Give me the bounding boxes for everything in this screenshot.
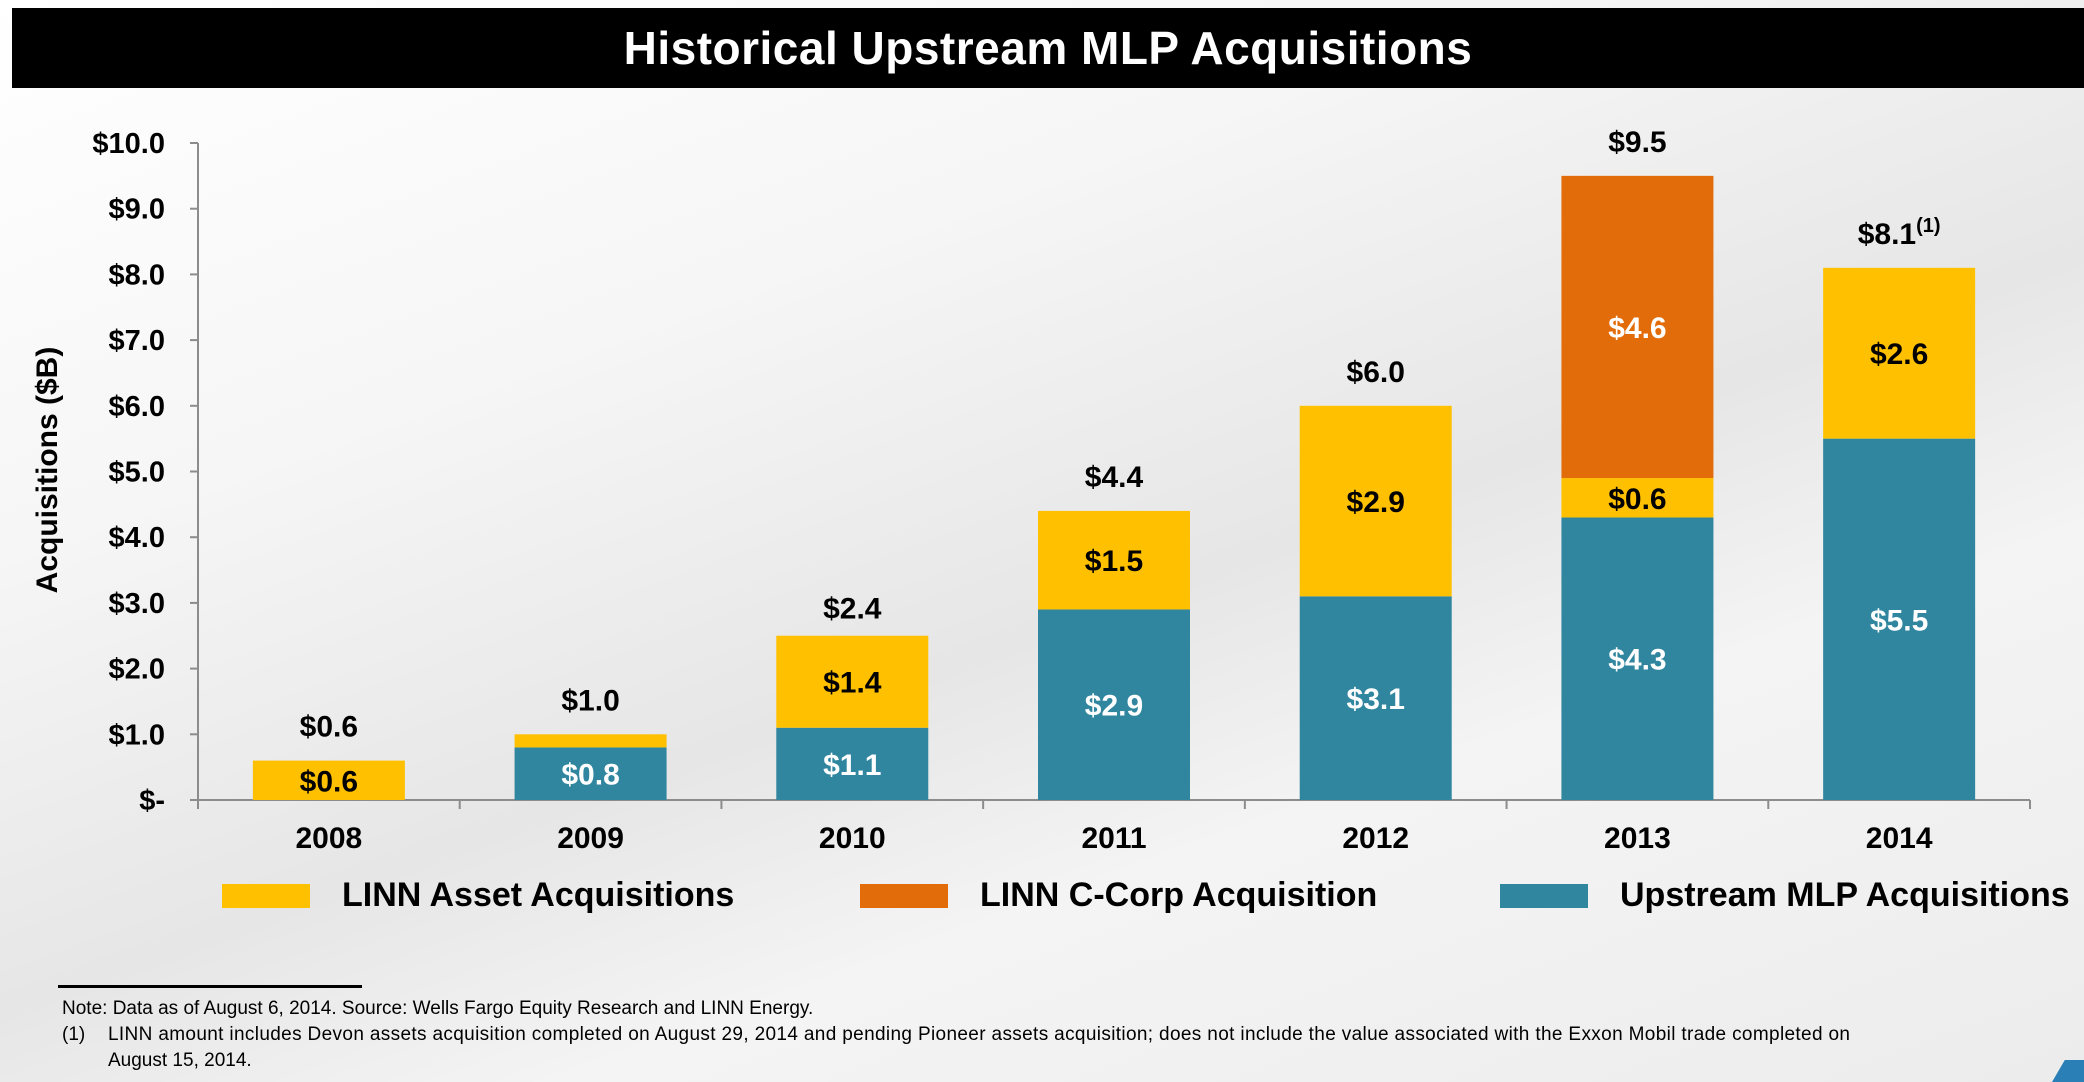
segment-label: $5.5 <box>1870 604 1928 637</box>
legend-swatch-linn-asset <box>222 883 310 908</box>
legend-label: LINN Asset Acquisitions <box>342 876 735 914</box>
total-label-2009: $1.0 <box>561 684 619 717</box>
y-tick-label: $2.0 <box>109 654 165 686</box>
x-tick-label: 2009 <box>557 822 624 855</box>
x-tick-label: 2011 <box>1081 822 1146 855</box>
segment-label: $2.6 <box>1870 338 1928 371</box>
total-value: $4.4 <box>1085 461 1144 494</box>
source-note: Note: Data as of August 6, 2014. Source:… <box>62 998 814 1019</box>
legend-swatch-linn-ccorp <box>860 883 948 908</box>
legend-item-linn-asset: LINN Asset Acquisitions <box>222 876 734 915</box>
total-value: $1.0 <box>561 684 619 717</box>
bars <box>252 175 1976 800</box>
y-tick-label: $1.0 <box>109 719 165 751</box>
bar-segment-upstream-mlp-acquisitions-2011 <box>1038 609 1190 800</box>
x-tick-label: 2012 <box>1342 822 1409 855</box>
total-label-2010: $2.4 <box>823 592 882 625</box>
total-label-2013: $9.5 <box>1608 126 1666 159</box>
total-label-2014: $8.1(1) <box>1858 215 1941 251</box>
x-tick-label: 2008 <box>295 822 362 855</box>
legend-item-upstream-mlp: Upstream MLP Acquisitions <box>1500 876 2070 915</box>
x-axis: 2008 2009 2010 2011 2012 2013 2014 <box>197 799 2031 855</box>
bar-segment-upstream-mlp-acquisitions-2013 <box>1561 517 1714 800</box>
footnote-text-cont: August 15, 2014. <box>108 1050 252 1071</box>
total-value: $6.0 <box>1347 356 1405 389</box>
legend-label: LINN C-Corp Acquisition <box>980 876 1378 914</box>
x-tick-label: 2013 <box>1604 822 1671 855</box>
y-tick-label: $8.0 <box>109 259 165 291</box>
bar-segment-upstream-mlp-acquisitions-2012 <box>1299 596 1452 800</box>
total-label-2008: $0.6 <box>300 711 358 744</box>
total-footnote-marker: (1) <box>1916 215 1940 237</box>
y-axis: $- $1.0 $2.0 $3.0 $4.0 $5.0 $6.0 $7.0 $8.0 $9.0 $1… <box>92 128 199 817</box>
bar-segment-linn-asset-acquisitions-2012 <box>1299 405 1452 597</box>
y-tick-label: $5.0 <box>109 457 165 489</box>
corner-accent-shape <box>2052 1060 2084 1082</box>
total-value: $8.1 <box>1858 218 1916 251</box>
bar-segment-upstream-mlp-acquisitions-2014 <box>1823 438 1976 800</box>
bar-segment-linn-c-corp-acquisition-2013 <box>1561 175 1714 479</box>
segment-label: $1.4 <box>823 667 882 700</box>
y-tick-label: $4.0 <box>109 522 165 554</box>
title-bar: Historical Upstream MLP Acquisitions <box>12 8 2084 88</box>
segment-label: $0.6 <box>300 765 358 798</box>
segment-label: $1.1 <box>823 749 881 782</box>
bar-segment-linn-asset-acquisitions-2008 <box>252 760 405 800</box>
bar-segment-upstream-mlp-acquisitions-2010 <box>776 727 929 800</box>
footnote-text: LINN amount includes Devon assets acquis… <box>108 1024 1851 1045</box>
bar-segment-upstream-mlp-acquisitions-2009 <box>514 747 667 800</box>
bar-segment-linn-asset-acquisitions-2014 <box>1823 267 1976 439</box>
total-value: $2.4 <box>823 592 882 625</box>
y-tick-label: $3.0 <box>109 588 165 620</box>
footnote-marker: (1) <box>62 1024 86 1045</box>
total-label-2011: $4.4 <box>1085 461 1144 494</box>
bar-segment-linn-asset-acquisitions-2010 <box>776 635 929 728</box>
segment-label: $2.9 <box>1085 690 1143 723</box>
data-labels: $0.6 $0.6 $0.8 $1.0 $1.1 $1.4 $2.4 $2.9 $1.5 $4.4… <box>300 126 1941 798</box>
y-tick-label: $9.0 <box>109 194 165 226</box>
segment-label: $1.5 <box>1085 545 1143 578</box>
y-tick-label: $6.0 <box>109 391 165 423</box>
legend: LINN Asset Acquisitions LINN C-Corp Acqu… <box>0 876 2084 916</box>
stacked-bar-chart: $- $1.0 $2.0 $3.0 $4.0 $5.0 $6.0 $7.0 $8.0 $9.0 $1… <box>92 126 2031 855</box>
legend-label: Upstream MLP Acquisitions <box>1620 876 2070 914</box>
legend-swatch-upstream-mlp <box>1500 883 1588 908</box>
y-axis-title: Acquisitions ($B) <box>31 346 64 594</box>
total-value: $9.5 <box>1608 126 1666 159</box>
x-tick-label: 2014 <box>1866 822 1933 855</box>
legend-item-linn-ccorp: LINN C-Corp Acquisition <box>860 876 1377 915</box>
y-tick-label: $- <box>139 785 165 817</box>
total-label-2012: $6.0 <box>1347 356 1405 389</box>
segment-label: $2.9 <box>1347 486 1405 519</box>
total-value: $0.6 <box>300 711 358 744</box>
y-tick-label: $10.0 <box>92 128 165 160</box>
segment-label: $4.6 <box>1608 312 1666 345</box>
segment-label: $3.1 <box>1347 683 1405 716</box>
x-tick-label: 2010 <box>819 822 886 855</box>
page-title: Historical Upstream MLP Acquisitions <box>623 22 1473 74</box>
y-tick-label: $7.0 <box>109 325 165 357</box>
segment-label: $0.6 <box>1608 483 1666 516</box>
segment-label: $4.3 <box>1608 644 1666 677</box>
segment-label: $0.8 <box>561 759 619 792</box>
notes-divider <box>58 985 362 988</box>
bar-segment-linn-asset-acquisitions-2011 <box>1038 510 1190 610</box>
bar-segment-linn-asset-acquisitions-2009 <box>514 734 667 748</box>
bar-segment-linn-asset-acquisitions-2013 <box>1561 478 1714 518</box>
